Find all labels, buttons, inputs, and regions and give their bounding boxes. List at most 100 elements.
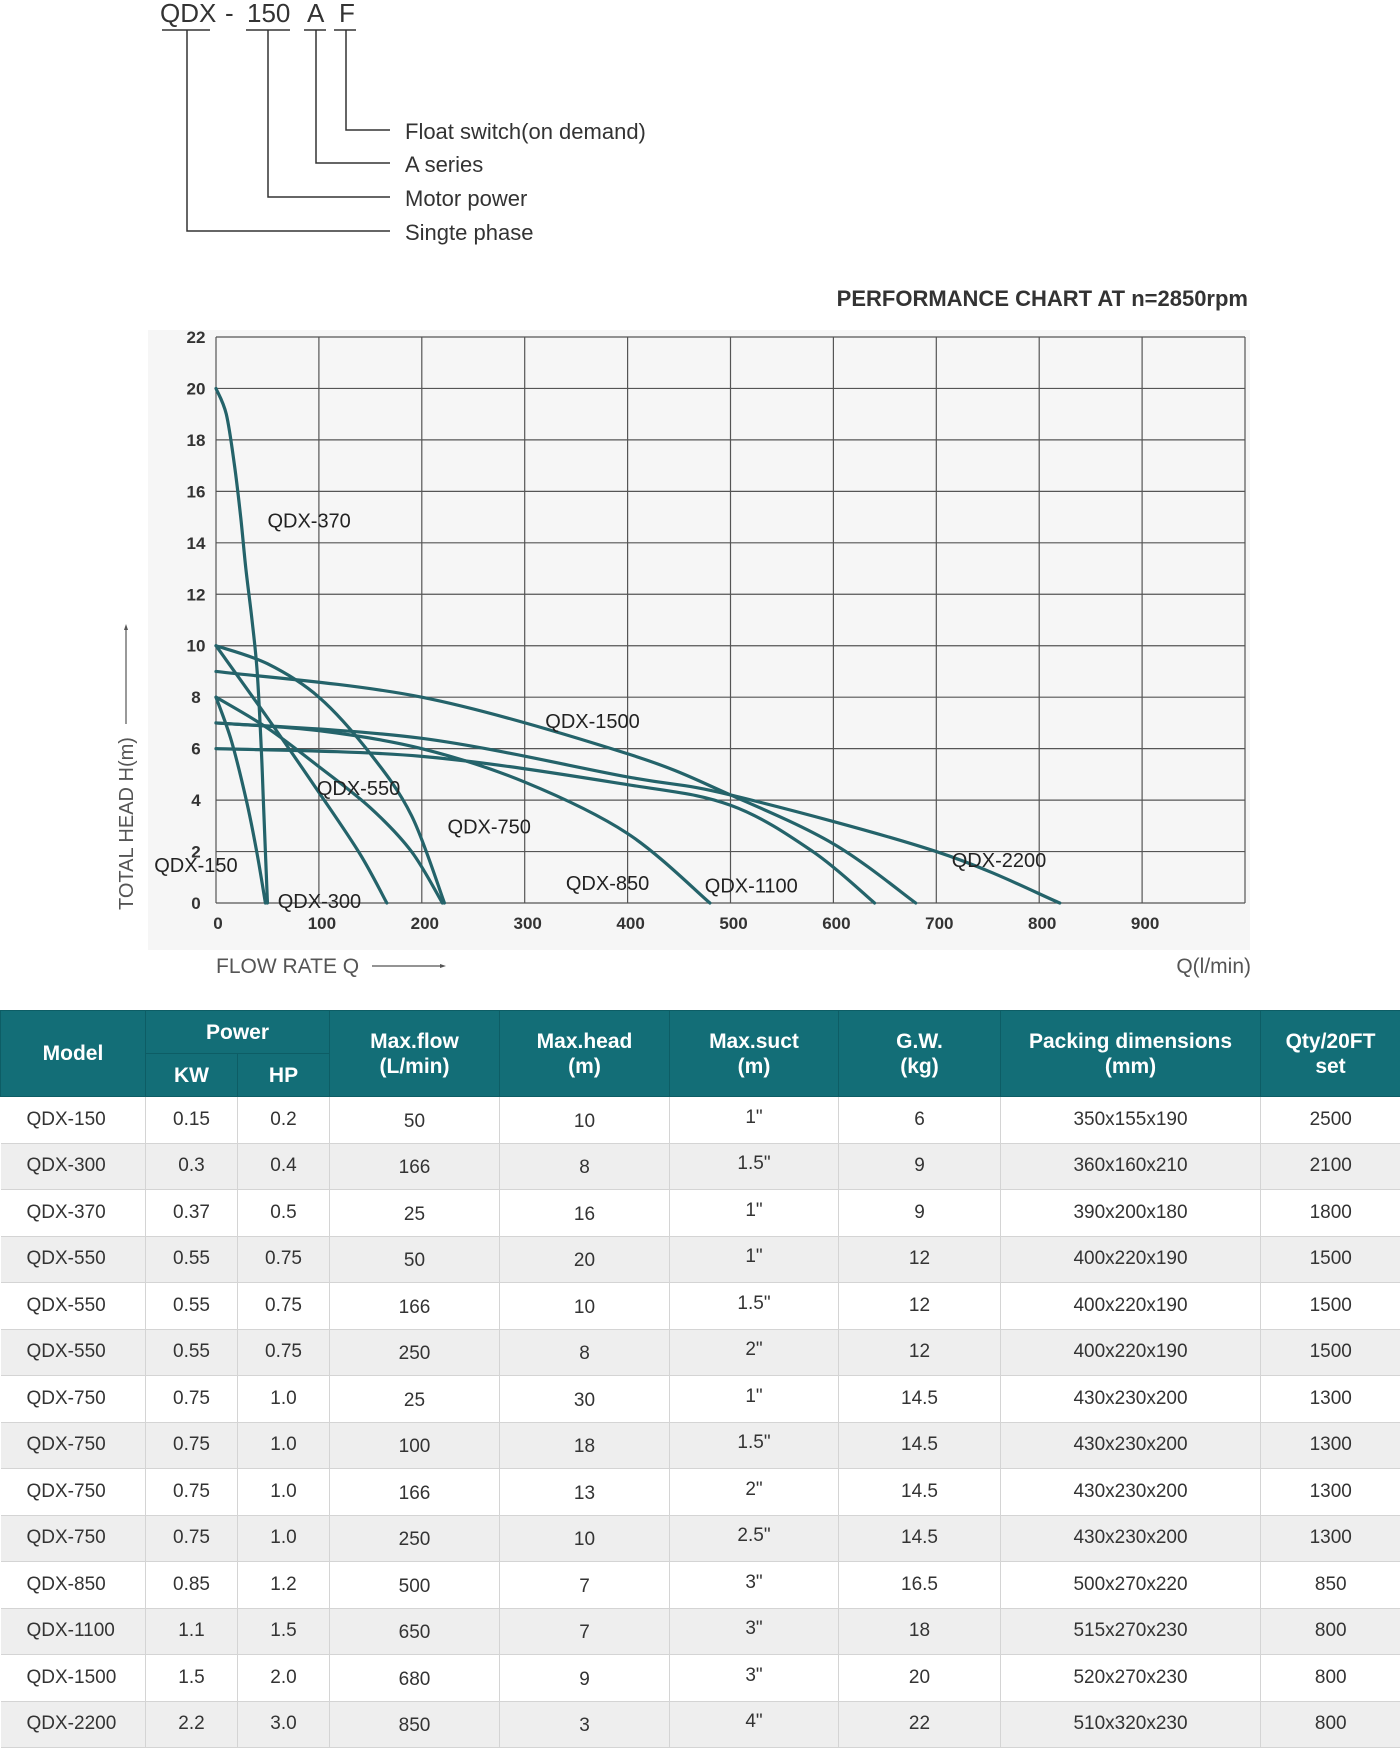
cell-packing: 520x270x230: [1001, 1655, 1261, 1702]
y-axis-label: TOTAL HEAD H(m): [116, 737, 138, 910]
cell-packing: 510x320x230: [1001, 1701, 1261, 1748]
cell-model: QDX-550: [1, 1236, 146, 1283]
x-tick-label: 800: [1028, 914, 1056, 933]
cell-hp: 0.2: [238, 1097, 330, 1144]
cell-kw: 0.75: [146, 1515, 238, 1562]
y-tick-label: 10: [187, 637, 206, 656]
cell-model: QDX-1500: [1, 1655, 146, 1702]
cell-max-suct: 1": [670, 1190, 839, 1237]
cell-model: QDX-300: [1, 1143, 146, 1190]
header-packing-l2: (mm): [1105, 1055, 1156, 1078]
header-power: Power: [146, 1011, 330, 1054]
cell-gw: 14.5: [839, 1515, 1001, 1562]
x-unit-label: Q(l/min): [1176, 955, 1251, 978]
header-hp: HP: [238, 1054, 330, 1097]
cell-packing: 430x230x200: [1001, 1469, 1261, 1516]
cell-kw: 1.5: [146, 1655, 238, 1702]
x-axis-title: FLOW RATE Q Q(l/min): [216, 955, 1251, 978]
cell-qty: 2100: [1261, 1143, 1400, 1190]
cell-hp: 1.0: [238, 1469, 330, 1516]
header-max-flow: Max.flow(L/min): [330, 1011, 500, 1097]
cell-qty: 1300: [1261, 1376, 1400, 1423]
cell-max-head: 30: [500, 1376, 670, 1423]
header-max-flow-l2: (L/min): [380, 1055, 450, 1078]
curve-label-qdx-750: QDX-750: [448, 817, 531, 839]
cell-max-suct: 1.5": [670, 1143, 839, 1190]
cell-packing: 400x220x190: [1001, 1329, 1261, 1376]
cell-gw: 20: [839, 1655, 1001, 1702]
y-axis-arrow-head: [124, 624, 128, 630]
model-code: QDX - 150 A F: [160, 0, 355, 28]
note-float-switch: Float switch(on demand): [405, 119, 646, 144]
curve-label-qdx-370: QDX-370: [267, 510, 350, 532]
curve-label-qdx-1100: QDX-1100: [705, 876, 798, 898]
cell-kw: 0.85: [146, 1562, 238, 1609]
cell-max-suct: 1": [670, 1097, 839, 1144]
note-single-phase: Singte phase: [405, 220, 533, 245]
cell-max-head: 20: [500, 1236, 670, 1283]
cell-max-flow: 50: [330, 1236, 500, 1283]
cell-max-head: 10: [500, 1283, 670, 1330]
cell-gw: 18: [839, 1608, 1001, 1655]
cell-max-head: 8: [500, 1329, 670, 1376]
code-part-dash: -: [225, 0, 234, 28]
cell-max-head: 9: [500, 1655, 670, 1702]
cell-hp: 1.0: [238, 1422, 330, 1469]
cell-max-flow: 250: [330, 1515, 500, 1562]
cell-gw: 9: [839, 1190, 1001, 1237]
cell-max-flow: 166: [330, 1143, 500, 1190]
y-tick-label: 4: [191, 791, 201, 810]
cell-qty: 1300: [1261, 1515, 1400, 1562]
cell-qty: 1300: [1261, 1469, 1400, 1516]
chart-background: [148, 330, 1250, 950]
cell-packing: 400x220x190: [1001, 1236, 1261, 1283]
y-tick-label: 20: [187, 379, 206, 398]
chart-svg: PERFORMANCE CHART AT n=2850rpm 024681012…: [0, 270, 1400, 990]
cell-model: QDX-1100: [1, 1608, 146, 1655]
cell-kw: 1.1: [146, 1608, 238, 1655]
cell-hp: 0.75: [238, 1236, 330, 1283]
cell-packing: 350x155x190: [1001, 1097, 1261, 1144]
cell-model: QDX-750: [1, 1376, 146, 1423]
header-max-suct: Max.suct(m): [670, 1011, 839, 1097]
cell-max-head: 7: [500, 1608, 670, 1655]
curve-label-qdx-850: QDX-850: [566, 873, 649, 895]
cell-packing: 500x270x220: [1001, 1562, 1261, 1609]
header-gw-l1: G.W.: [896, 1030, 943, 1053]
header-kw: KW: [146, 1054, 238, 1097]
table-header: Model Power Max.flow(L/min) Max.head(m) …: [1, 1011, 1400, 1097]
cell-qty: 850: [1261, 1562, 1400, 1609]
y-tick-label: 8: [191, 688, 200, 707]
cell-packing: 430x230x200: [1001, 1376, 1261, 1423]
cell-gw: 9: [839, 1143, 1001, 1190]
cell-hp: 1.0: [238, 1515, 330, 1562]
cell-max-head: 10: [500, 1097, 670, 1144]
header-max-suct-l2: (m): [738, 1055, 771, 1078]
cell-packing: 390x200x180: [1001, 1190, 1261, 1237]
curve-label-qdx-300: QDX-300: [278, 891, 361, 913]
code-part-f: F: [339, 0, 355, 28]
cell-max-suct: 1.5": [670, 1422, 839, 1469]
curve-label-qdx-2200: QDX-2200: [952, 850, 1047, 872]
cell-packing: 430x230x200: [1001, 1422, 1261, 1469]
cell-qty: 1500: [1261, 1283, 1400, 1330]
cell-max-flow: 850: [330, 1701, 500, 1748]
cell-packing: 360x160x210: [1001, 1143, 1261, 1190]
cell-max-suct: 2.5": [670, 1515, 839, 1562]
header-max-head-l2: (m): [568, 1055, 601, 1078]
cell-qty: 1800: [1261, 1190, 1400, 1237]
cell-model: QDX-550: [1, 1283, 146, 1330]
header-gw-l2: (kg): [900, 1055, 939, 1078]
spec-table: Model Power Max.flow(L/min) Max.head(m) …: [0, 1010, 1400, 1748]
header-qty-l1: Qty/20FT: [1286, 1030, 1376, 1053]
y-tick-label: 0: [191, 894, 200, 913]
cell-gw: 12: [839, 1329, 1001, 1376]
